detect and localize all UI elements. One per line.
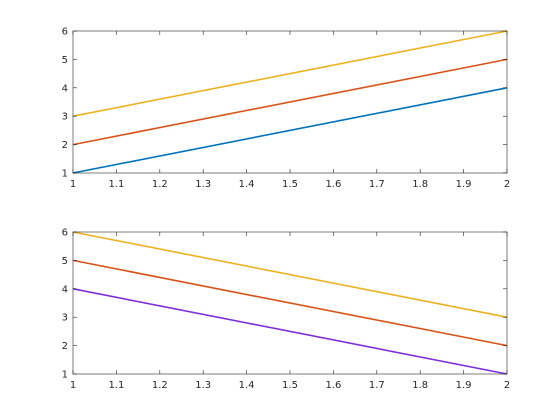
x-tick-label-bottom: 1.2 bbox=[152, 380, 168, 391]
plot-top: 1 1.1 1.2 1.3 1.4 1.5 1.6 1.7 1.8 1.9 2 1 2 3 4 5 6 bbox=[62, 27, 511, 191]
x-tick-label-bottom: 2 bbox=[504, 380, 510, 391]
x-tick-label-top: 1.4 bbox=[239, 179, 255, 190]
y-tick-label-top: 3 bbox=[62, 112, 68, 123]
x-tick-label-top: 1.3 bbox=[195, 179, 211, 190]
x-tick-label-top: 1.6 bbox=[325, 179, 341, 190]
series-line-top-3 bbox=[72, 30, 508, 117]
y-tick-label-bottom: 2 bbox=[62, 341, 68, 352]
series-line-top-1 bbox=[72, 87, 508, 174]
series-line-top-2 bbox=[72, 58, 508, 146]
y-tick-label-top: 4 bbox=[62, 83, 68, 94]
x-tick-label-bottom: 1 bbox=[70, 380, 76, 391]
y-tick-label-bottom: 4 bbox=[62, 284, 68, 295]
x-tick-label-bottom: 1.9 bbox=[456, 380, 472, 391]
x-tick-label-top: 1.7 bbox=[369, 179, 385, 190]
x-tick-label-bottom: 1.7 bbox=[369, 380, 385, 391]
x-tick-label-bottom: 1.6 bbox=[325, 380, 341, 391]
x-tick-label-top: 1.1 bbox=[108, 179, 124, 190]
series-line-bottom-2 bbox=[72, 259, 508, 347]
y-tick-label-top: 5 bbox=[62, 55, 68, 66]
x-tick-label-bottom: 1.1 bbox=[108, 380, 124, 391]
y-tick-label-bottom: 3 bbox=[62, 313, 68, 324]
plot-bottom: 1 1.1 1.2 1.3 1.4 1.5 1.6 1.7 1.8 1.9 2 1 2 3 4 5 6 bbox=[62, 228, 511, 392]
y-tick-label-top: 6 bbox=[62, 27, 68, 38]
x-tick-label-top: 2 bbox=[504, 179, 510, 190]
x-tick-label-top: 1.8 bbox=[412, 179, 428, 190]
x-tick-label-top: 1 bbox=[70, 179, 76, 190]
y-tick-label-top: 1 bbox=[62, 169, 68, 180]
x-tick-label-bottom: 1.8 bbox=[412, 380, 428, 391]
x-tick-label-top: 1.5 bbox=[282, 179, 298, 190]
series-line-bottom-1 bbox=[72, 288, 508, 375]
x-tick-label-bottom: 1.5 bbox=[282, 380, 298, 391]
y-tick-label-top: 2 bbox=[62, 140, 68, 151]
x-tick-label-top: 1.9 bbox=[456, 179, 472, 190]
y-tick-label-bottom: 5 bbox=[62, 256, 68, 267]
x-tick-label-bottom: 1.4 bbox=[239, 380, 255, 391]
x-tick-label-top: 1.2 bbox=[152, 179, 168, 190]
y-tick-label-bottom: 1 bbox=[62, 370, 68, 381]
y-tick-label-bottom: 6 bbox=[62, 228, 68, 239]
x-tick-label-bottom: 1.3 bbox=[195, 380, 211, 391]
series-line-bottom-3 bbox=[72, 231, 508, 318]
